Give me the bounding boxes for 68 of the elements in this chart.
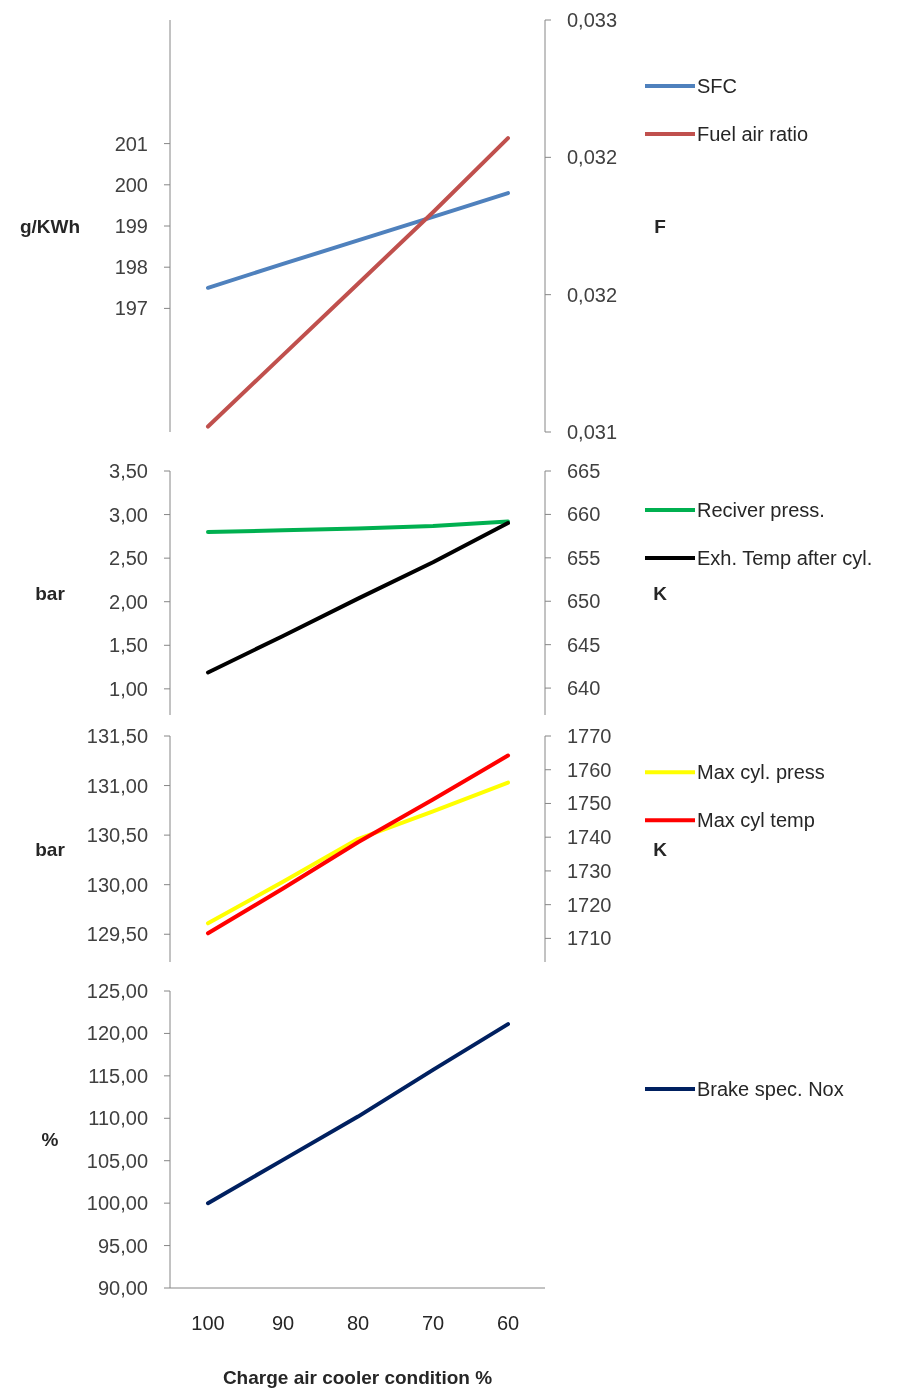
y2-tick-label: 640 [567,677,601,700]
y-tick-label: 199 [114,215,148,237]
y-tick-label: 105,00 [86,1149,148,1172]
y2-axis-title: F [654,215,666,237]
y-axis-title: g/KWh [19,215,81,237]
y2-tick-label: 1720 [567,893,612,916]
y2-tick-label: 0,031 [567,421,618,443]
legend-label: Fuel air ratio [697,122,809,145]
line-series [206,780,510,926]
y-tick-label: 201 [114,132,148,155]
y-tick-label: 3,50 [109,460,148,482]
y-tick-label: 1,00 [109,677,148,700]
y2-axis-title: K [653,838,668,860]
y-axis-title: bar [35,582,66,604]
y-tick-label: 197 [114,297,148,320]
y-tick-label: 120,00 [86,1022,148,1045]
x-tick-label: 60 [496,1312,520,1334]
legend-label: Brake spec. Nox [697,1078,844,1101]
y-tick-label: 125,00 [86,980,148,1002]
y2-axis-title: K [653,582,668,604]
line-series [206,753,510,936]
y2-tick-label: 660 [567,503,601,526]
y-tick-label: 110,00 [88,1107,148,1130]
y-tick-label: 130,00 [86,873,148,896]
y2-tick-label: 655 [567,546,601,569]
y-tick-label: 200 [114,173,148,196]
y-tick-label: 115,00 [88,1064,148,1087]
y-tick-label: 129,50 [86,923,148,946]
legend-label: Reciver press. [697,499,825,522]
y-tick-label: 3,00 [109,503,148,526]
x-axis-title: Charge air cooler condition % [222,1367,493,1388]
x-tick-label: 100 [191,1312,225,1334]
y-tick-label: 198 [114,256,148,279]
legend-label: Max cyl. press [697,761,825,784]
y-tick-label: 2,50 [109,547,148,570]
line-series [206,519,510,534]
legend-label: Exh. Temp after cyl. [697,547,873,570]
y2-tick-label: 1710 [567,927,612,950]
line-series [206,191,510,290]
y2-tick-label: 1740 [567,826,612,849]
y2-tick-label: 1760 [567,758,612,781]
line-series [206,1022,510,1206]
y-tick-label: 131,00 [86,774,148,797]
y2-tick-label: 0,033 [567,9,618,31]
y-tick-label: 130,50 [86,824,148,847]
y-tick-label: 95,00 [97,1234,148,1257]
y-axis-title: % [41,1129,59,1151]
legend-label: SFC [697,74,737,97]
line-series [206,521,510,675]
line-series [206,136,510,429]
y-axis-title: bar [35,838,66,860]
y2-tick-label: 650 [567,590,601,613]
y2-tick-label: 665 [567,460,601,482]
y2-tick-label: 0,032 [567,146,618,169]
y2-tick-label: 1770 [567,725,612,747]
y-tick-label: 100,00 [86,1192,148,1215]
x-tick-label: 80 [346,1312,370,1334]
y2-tick-label: 1730 [567,859,612,882]
y2-tick-label: 645 [567,633,601,656]
legend-label: Max cyl temp [697,809,815,832]
y-tick-label: 2,00 [109,590,148,613]
y-tick-label: 1,50 [109,634,148,657]
y-tick-label: 90,00 [97,1277,148,1299]
y-tick-label: 131,50 [86,725,148,747]
y2-tick-label: 1750 [567,792,612,815]
x-tick-label: 70 [421,1312,445,1334]
x-tick-label: 90 [271,1312,295,1334]
y2-tick-label: 0,032 [567,283,618,306]
